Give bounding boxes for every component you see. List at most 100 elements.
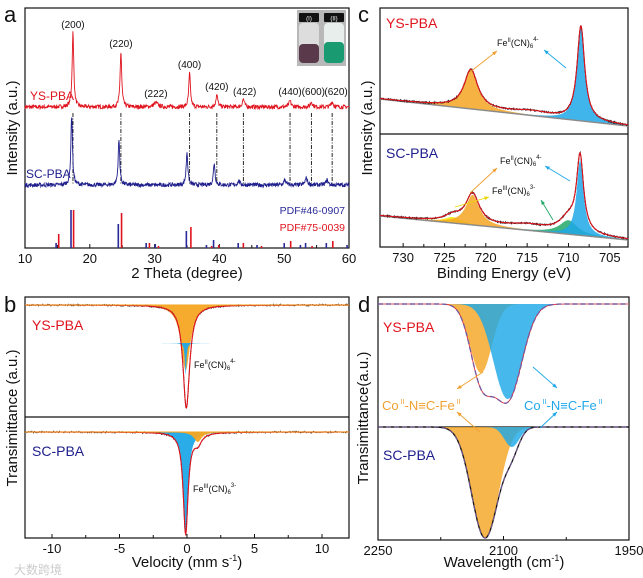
mossbauer-component xyxy=(25,432,349,533)
panel-d-sample-sc: SC-PBA xyxy=(383,447,436,463)
xps-fit xyxy=(379,25,629,126)
arrow-c-ys-orange xyxy=(469,50,498,73)
panel-b-xtick-label: 10 xyxy=(315,541,329,556)
ir-fit xyxy=(378,303,629,405)
xps-fit xyxy=(379,152,628,240)
panel-b-ylabel: Transimittance (a.u.) xyxy=(4,350,21,487)
panel-d-annotation-co3: Co II-N≡C-Fe II xyxy=(524,398,603,413)
panel-c-ylabel: Intensity (a.u.) xyxy=(359,80,376,175)
arrow-d-blue-2-head xyxy=(552,412,557,417)
vial-cap-2 xyxy=(324,13,344,22)
panel-letter-b: b xyxy=(4,292,16,317)
arrow-d-blue-1 xyxy=(532,366,558,389)
panel-a-legend-ref1: PDF#46-0907 xyxy=(280,205,346,217)
arrow-c-ys-blue xyxy=(543,49,567,69)
panel-a-sample-ys: YS-PBA xyxy=(30,89,74,103)
panel-d-annotation-co2: Co II-N≡C-Fe II xyxy=(382,398,461,413)
panel-c-frame xyxy=(379,7,629,248)
xps-component xyxy=(380,160,628,240)
panel-letter-d: d xyxy=(358,292,370,317)
arrow-c-sc-yellow xyxy=(454,196,490,208)
arrow-c-sc-orange-head xyxy=(492,168,497,173)
panel-d-xtick-label: 1950 xyxy=(615,543,643,558)
panel-b-xtick-label: 0 xyxy=(183,541,190,556)
xps-background xyxy=(380,98,628,127)
ir-component xyxy=(378,427,629,538)
panel-b-xtick-label: -10 xyxy=(43,541,62,556)
panel-b-xtick-label: -5 xyxy=(114,541,126,556)
panel-b-xtick-label: 5 xyxy=(251,541,258,556)
xrd-series-ys-pba xyxy=(24,31,350,111)
ir-fit xyxy=(378,426,629,539)
peak-label: (400) xyxy=(178,60,201,71)
panel-a-xtick-label: 30 xyxy=(147,251,161,266)
panel-d-ylabel: Transimittance(a.u.) xyxy=(355,352,372,485)
peak-label: (420) xyxy=(205,82,228,93)
panel-c-xtick-label: 720 xyxy=(475,250,497,265)
arrow-c-ys-blue-head xyxy=(544,50,549,55)
peak-label: (422) xyxy=(233,87,256,98)
arrow-c-sc-yellow-head xyxy=(484,196,489,201)
panel-c-xlabel: Binding Energy (eV) xyxy=(437,265,571,282)
panel-letter-a: a xyxy=(4,2,17,27)
panel-d-xlabel: Wavelength (cm-1) xyxy=(444,553,565,571)
panel-a-xtick-label: 60 xyxy=(342,251,356,266)
inset-label-2: (II) xyxy=(330,17,337,23)
mossbauer-component xyxy=(25,343,349,375)
panel-d-sample-ys: YS-PBA xyxy=(383,319,435,335)
panel-a-xtick-label: 20 xyxy=(83,251,97,266)
arrow-d-orange-1-head xyxy=(457,384,462,389)
panel-letter-c: c xyxy=(358,2,369,27)
panel-c-xtick-label: 730 xyxy=(392,250,414,265)
panel-c-annotation-sc-fe3: FeIII(CN)63- xyxy=(492,185,535,198)
panel-c-xtick-label: 710 xyxy=(558,250,580,265)
xps-component xyxy=(380,26,628,126)
panel-b-annotation-fe2: FeII(CN)64- xyxy=(194,359,236,372)
vial-2-liquid xyxy=(324,42,344,63)
panel-c-sample-ys: YS-PBA xyxy=(386,15,438,31)
peak-label: (440) xyxy=(278,87,301,98)
ir-component xyxy=(378,427,629,447)
panel-a-legend-ref2: PDF#75-0039 xyxy=(280,222,346,234)
panel-c-xtick-label: 705 xyxy=(599,250,621,265)
inset-label-1: (I) xyxy=(306,17,312,23)
arrow-d-blue-1-head xyxy=(552,383,557,388)
panel-a-xtick-label: 40 xyxy=(212,251,226,266)
vial-cap-1 xyxy=(299,13,319,22)
arrow-c-ys-orange-head xyxy=(492,51,497,56)
panel-c-xtick-label: 715 xyxy=(516,250,538,265)
panel-a-xlabel: 2 Theta (degree) xyxy=(131,265,242,282)
panel-a-xtick-label: 10 xyxy=(18,251,32,266)
arrow-c-sc-green-head xyxy=(541,200,546,205)
ir-component xyxy=(378,304,629,399)
watermark: 大数跨境 xyxy=(14,562,62,577)
panel-a-ylabel: Intensity (a.u.) xyxy=(4,80,21,175)
peak-label: (620) xyxy=(324,87,347,98)
arrow-c-sc-blue xyxy=(544,165,571,182)
xrd-series-sc-pba xyxy=(24,117,350,189)
peak-label: (222) xyxy=(144,89,167,100)
panel-b-annotation-fe3: FeIII(CN)63- xyxy=(193,483,236,496)
panel-d-xtick-label: 2100 xyxy=(489,543,518,558)
panel-b-sample-sc: SC-PBA xyxy=(32,443,85,459)
panel-a-xtick-label: 50 xyxy=(277,251,291,266)
panel-c-annotation-ys-fe2: FeII(CN)64- xyxy=(497,37,539,50)
panel-b-sample-ys: YS-PBA xyxy=(32,317,84,333)
mossbauer-component xyxy=(25,305,349,370)
arrow-c-sc-orange xyxy=(469,167,498,194)
panel-c-sample-sc: SC-PBA xyxy=(386,145,439,161)
arrow-d-orange-2-head xyxy=(457,412,462,417)
vial-1-liquid xyxy=(299,44,319,63)
xps-background xyxy=(380,215,628,241)
panel-c-annotation-sc-fe2: FeII(CN)64- xyxy=(500,155,542,168)
arrow-d-orange-2 xyxy=(456,411,481,433)
panel-a-sample-sc: SC-PBA xyxy=(26,167,71,181)
peak-label: (220) xyxy=(109,39,132,50)
panel-c-xtick-label: 725 xyxy=(434,250,456,265)
panel-d-xtick-label: 2250 xyxy=(364,543,393,558)
arrow-c-sc-blue-head xyxy=(545,166,550,171)
arrow-d-orange-1 xyxy=(456,371,484,390)
panel-b-xlabel: Velocity (mm s-1) xyxy=(132,553,243,571)
inset-photo: (I) (II) xyxy=(297,10,346,66)
peak-label: (600) xyxy=(302,87,325,98)
